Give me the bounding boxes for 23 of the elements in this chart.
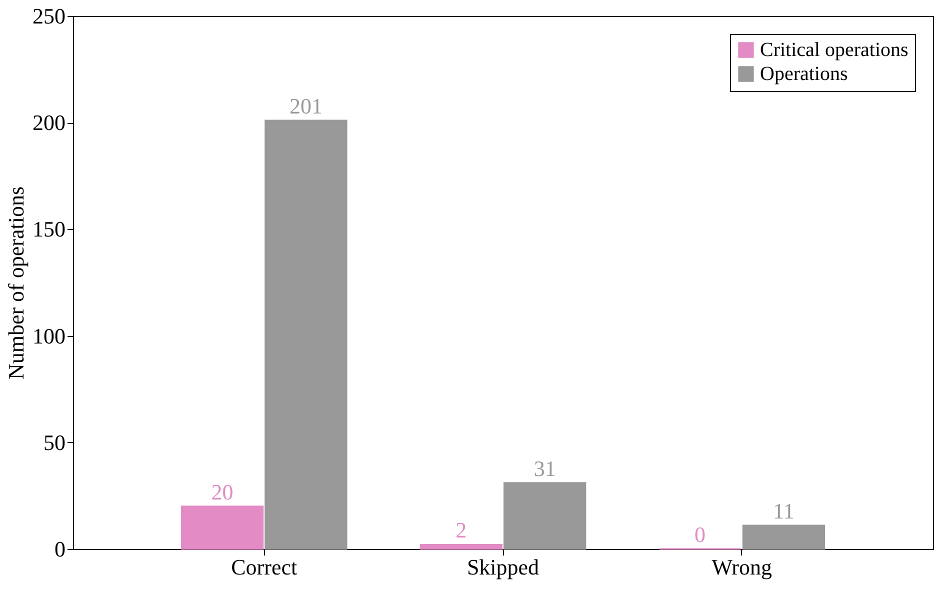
data-label: 201	[289, 93, 322, 118]
y-tick-label: 250	[32, 4, 66, 28]
x-tick-label: Skipped	[466, 554, 540, 580]
bar	[264, 120, 348, 550]
y-tick-label: 150	[32, 216, 66, 242]
x-tick-label: Wrong	[712, 554, 772, 580]
data-label: 2	[456, 518, 467, 543]
bar	[420, 544, 502, 550]
bar	[504, 482, 586, 550]
y-axis-title: Number of operations	[4, 186, 28, 380]
y-tick-label: 50	[44, 430, 66, 455]
legend-label: Operations	[760, 63, 848, 85]
bar	[180, 506, 264, 550]
legend-label: Critical operations	[760, 39, 909, 61]
data-label: 0	[694, 522, 706, 547]
data-label: 11	[773, 498, 794, 524]
x-tick-label: Correct	[231, 554, 298, 580]
y-tick-label: 200	[32, 110, 66, 136]
bar	[742, 524, 826, 550]
y-tick-label: 100	[32, 323, 66, 348]
data-label: 20	[211, 479, 234, 504]
y-tick-label: 0	[54, 536, 66, 562]
data-label: 31	[534, 456, 556, 481]
